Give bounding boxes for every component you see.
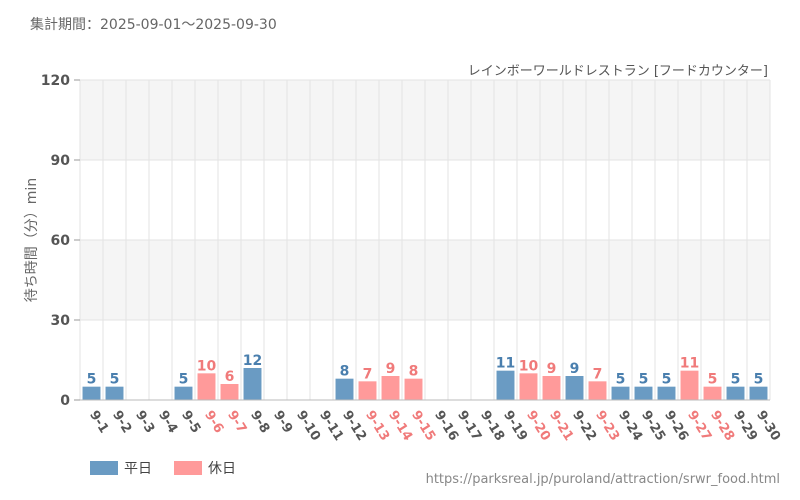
- bar-9-25: [634, 386, 653, 400]
- x-tick-label-9-1: 9-1: [86, 408, 111, 436]
- bar-9-12: [335, 378, 354, 400]
- period-label: 集計期間：2025-09-01～2025-09-30: [30, 17, 277, 33]
- bar-label-9-22: 9: [570, 361, 580, 377]
- bar-label-9-2: 5: [110, 372, 120, 388]
- legend-item-holiday: 休日: [174, 458, 236, 478]
- x-tick-label-9-6: 9-6: [201, 408, 226, 436]
- bar-label-9-12: 8: [340, 364, 350, 380]
- bar-9-29: [726, 386, 745, 400]
- y-tick-label: 30: [51, 313, 71, 329]
- x-tick-label-9-4: 9-4: [155, 408, 180, 436]
- bar-label-9-28: 5: [708, 372, 718, 388]
- bar-9-1: [82, 386, 101, 400]
- x-tick-label-9-9: 9-9: [270, 408, 295, 436]
- bar-9-7: [220, 384, 239, 400]
- x-tick-label-9-8: 9-8: [247, 408, 272, 436]
- x-tick-label-9-7: 9-7: [224, 408, 249, 436]
- bar-label-9-24: 5: [616, 372, 626, 388]
- legend-label-holiday: 休日: [208, 461, 236, 477]
- bar-9-14: [381, 376, 400, 400]
- chart-title: レインボーワールドレストラン [フードカウンター]: [467, 64, 768, 79]
- x-tick-label-9-5: 9-5: [178, 408, 203, 436]
- bar-label-9-19: 11: [496, 356, 515, 372]
- bar-9-13: [358, 381, 377, 400]
- bar-label-9-27: 11: [680, 356, 699, 372]
- bar-9-15: [404, 378, 423, 400]
- y-tick-label: 60: [51, 233, 71, 249]
- bar-label-9-30: 5: [754, 372, 764, 388]
- bar-label-9-14: 9: [386, 361, 396, 377]
- chart-legend: 平日 休日: [90, 458, 258, 478]
- y-axis-ticks: 0 30 60 90 120: [41, 73, 80, 409]
- y-tick-label: 0: [60, 393, 70, 409]
- bar-label-9-5: 5: [179, 372, 189, 388]
- bar-9-22: [565, 376, 584, 400]
- bar-label-9-7: 6: [225, 369, 235, 385]
- bar-label-9-6: 10: [197, 358, 217, 374]
- bar-label-9-23: 7: [593, 366, 603, 382]
- x-tick-label-9-3: 9-3: [132, 408, 157, 436]
- bar-label-9-15: 8: [409, 364, 419, 380]
- legend-item-weekday: 平日: [90, 458, 152, 478]
- x-tick-label-9-2: 9-2: [109, 408, 134, 436]
- y-tick-label: 90: [51, 153, 71, 169]
- bar-9-28: [703, 386, 722, 400]
- bar-label-9-8: 12: [243, 353, 262, 369]
- legend-swatch-weekday: [90, 461, 118, 475]
- x-tick-label-9-30: 9-30: [753, 408, 783, 444]
- bar-9-6: [197, 373, 216, 400]
- x-axis-labels: 9-19-29-39-49-59-69-79-89-99-109-119-129…: [86, 408, 783, 444]
- bar-label-9-29: 5: [731, 372, 741, 388]
- bar-9-24: [611, 386, 630, 400]
- bar-9-8: [243, 368, 262, 400]
- bar-label-9-13: 7: [363, 366, 373, 382]
- y-tick-label: 120: [41, 73, 70, 89]
- bar-label-9-26: 5: [662, 372, 672, 388]
- bar-9-26: [657, 386, 676, 400]
- source-url[interactable]: https://parksreal.jp/puroland/attraction…: [425, 472, 780, 487]
- bar-9-21: [542, 376, 561, 400]
- bar-9-23: [588, 381, 607, 400]
- chart-bars: [82, 368, 768, 400]
- bar-9-5: [174, 386, 193, 400]
- bar-label-9-25: 5: [639, 372, 649, 388]
- bar-label-9-1: 5: [87, 372, 97, 388]
- legend-swatch-holiday: [174, 461, 202, 475]
- legend-label-weekday: 平日: [124, 461, 152, 477]
- bar-9-30: [749, 386, 768, 400]
- bar-label-9-21: 9: [547, 361, 557, 377]
- bar-9-19: [496, 370, 515, 400]
- bar-label-9-20: 10: [519, 358, 539, 374]
- bar-9-2: [105, 386, 124, 400]
- bar-9-27: [680, 370, 699, 400]
- bar-9-20: [519, 373, 538, 400]
- y-axis-label: 待ち時間（分）min: [24, 178, 40, 302]
